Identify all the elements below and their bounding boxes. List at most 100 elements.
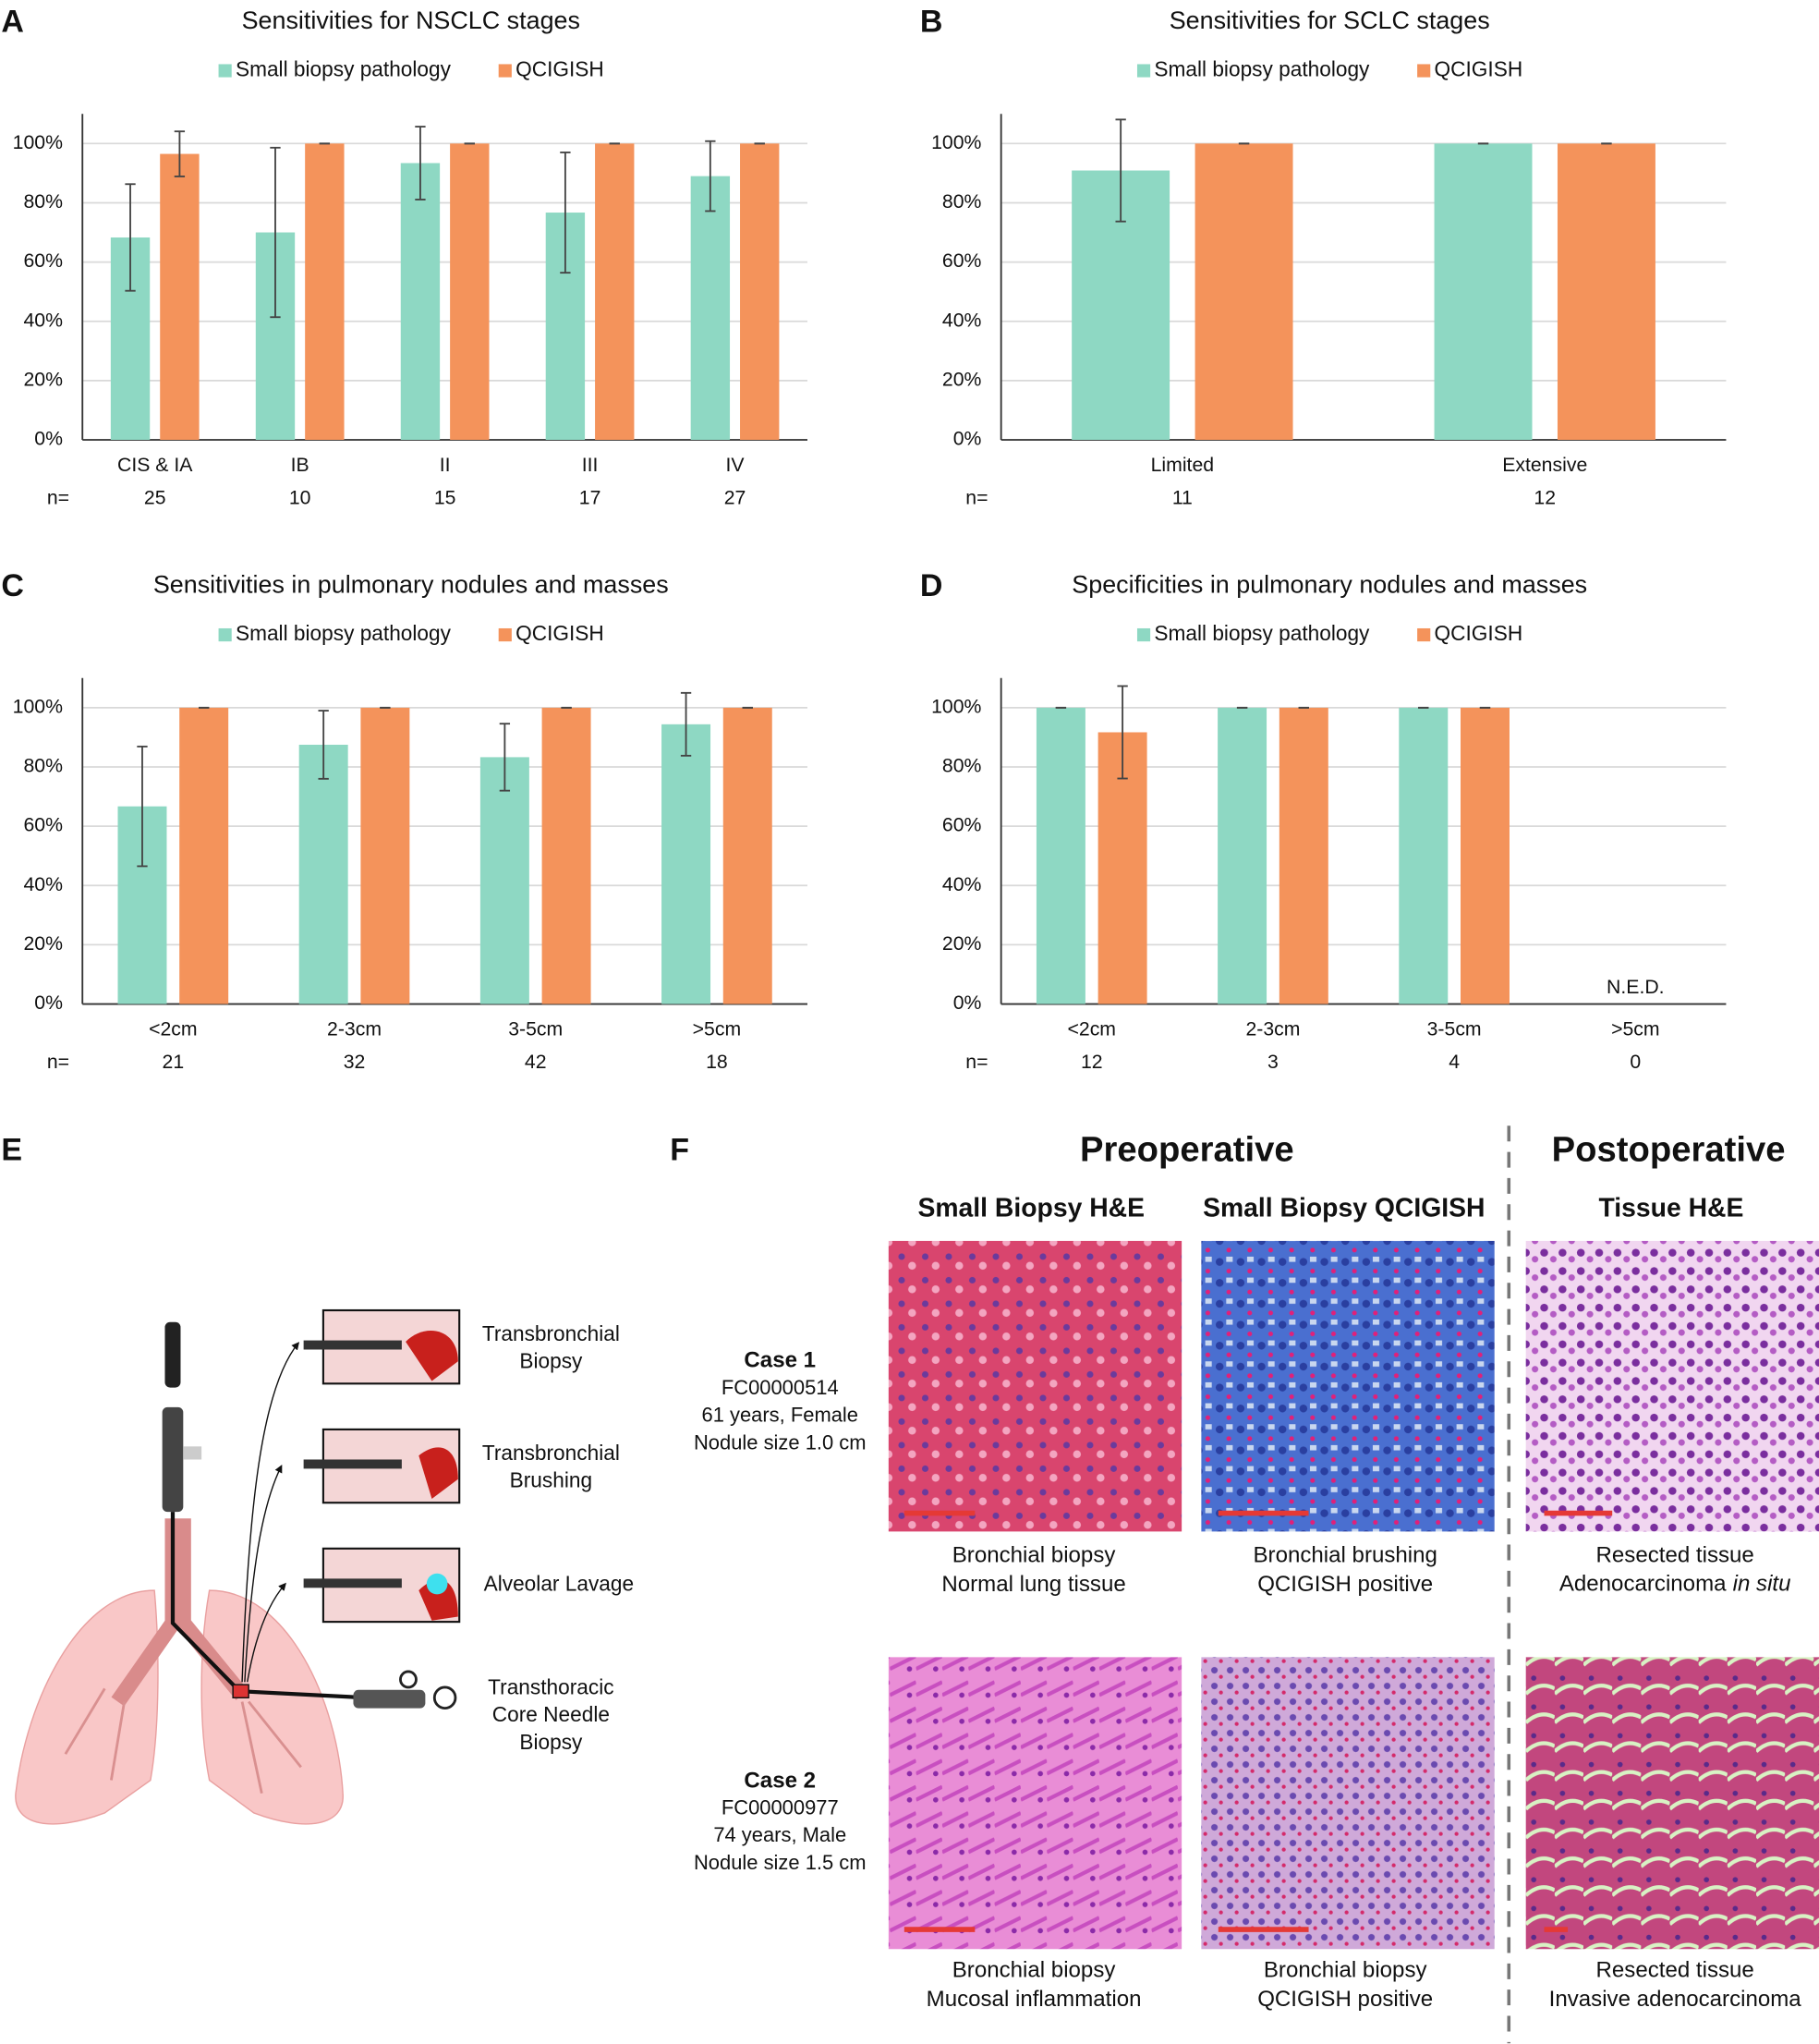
x-tick-label: III bbox=[582, 454, 599, 476]
bar bbox=[690, 176, 731, 440]
y-tick-label: 80% bbox=[23, 190, 63, 213]
bar bbox=[1218, 707, 1267, 1004]
y-tick-label: 40% bbox=[23, 873, 63, 895]
method-label: Brushing bbox=[510, 1468, 592, 1492]
needle-device bbox=[353, 1689, 426, 1709]
caption-text: Adenocarcinoma bbox=[1559, 1572, 1727, 1597]
bar bbox=[360, 707, 410, 1004]
n-value: 25 bbox=[144, 486, 166, 508]
y-tick-label: 20% bbox=[942, 368, 982, 390]
legend-label: Small biopsy pathology bbox=[236, 57, 452, 81]
bar bbox=[541, 707, 591, 1004]
case-detail: FC00000514 bbox=[722, 1376, 839, 1399]
column-header: Small Biopsy H&E bbox=[917, 1193, 1145, 1223]
y-tick-label: 20% bbox=[23, 932, 63, 955]
tool bbox=[303, 1578, 402, 1588]
n-value: 32 bbox=[344, 1051, 366, 1073]
y-tick-label: 60% bbox=[23, 249, 63, 272]
right-lung bbox=[200, 1589, 344, 1825]
left-lung bbox=[15, 1589, 159, 1825]
image-caption: Invasive adenocarcinoma bbox=[1549, 1987, 1802, 2012]
nodule bbox=[232, 1684, 249, 1699]
image-caption: Resected tissue bbox=[1596, 1958, 1754, 1983]
legend-swatch bbox=[218, 627, 232, 642]
method-boxes bbox=[303, 1308, 461, 1624]
legend-swatch bbox=[218, 64, 232, 78]
legend-label: QCIGISH bbox=[1435, 57, 1523, 81]
bronchoscope-port bbox=[183, 1446, 202, 1460]
image-caption: Bronchial biopsy bbox=[952, 1543, 1116, 1568]
y-tick-label: 40% bbox=[942, 873, 982, 895]
method-label: Transthoracic bbox=[488, 1674, 613, 1698]
scale-bars bbox=[903, 1510, 1613, 1932]
bar bbox=[450, 143, 490, 440]
section-title: Preoperative bbox=[1080, 1130, 1294, 1170]
legend-label: Small biopsy pathology bbox=[236, 621, 452, 645]
y-tick-label: 0% bbox=[953, 428, 982, 450]
x-tick-label: >5cm bbox=[693, 1017, 742, 1040]
legend-swatch bbox=[1136, 627, 1151, 642]
y-tick-label: 100% bbox=[13, 695, 63, 717]
y-tick-label: 100% bbox=[13, 131, 63, 153]
bar bbox=[661, 724, 711, 1004]
error-bar bbox=[125, 183, 136, 292]
bar bbox=[1434, 143, 1533, 440]
image-caption: Mucosal inflammation bbox=[927, 1987, 1142, 2012]
n-label: n= bbox=[965, 486, 988, 508]
bar bbox=[1461, 707, 1510, 1004]
bronchoscope-body bbox=[162, 1406, 184, 1513]
bar bbox=[740, 143, 780, 440]
legend-label: QCIGISH bbox=[515, 621, 604, 645]
image-caption: Bronchial biopsy bbox=[952, 1958, 1116, 1983]
panel-label: A bbox=[1, 5, 24, 40]
x-tick-label: 2-3cm bbox=[327, 1017, 382, 1040]
n-value: 12 bbox=[1534, 486, 1556, 508]
y-tick-label: 0% bbox=[34, 428, 63, 450]
case-detail: Nodule size 1.5 cm bbox=[694, 1851, 867, 1874]
y-tick-label: 0% bbox=[34, 992, 63, 1014]
micrograph bbox=[888, 1657, 1182, 1950]
image-caption: Normal lung tissue bbox=[941, 1572, 1125, 1597]
x-tick-label: 3-5cm bbox=[508, 1017, 563, 1040]
y-tick-label: 100% bbox=[931, 695, 981, 717]
needle-grip bbox=[432, 1685, 457, 1710]
tool bbox=[303, 1340, 402, 1350]
bar bbox=[1279, 707, 1328, 1004]
bar bbox=[595, 143, 635, 440]
lavage-fluid bbox=[426, 1573, 448, 1595]
error-bar bbox=[174, 130, 186, 177]
micrograph bbox=[1525, 1240, 1819, 1532]
section-title: Postoperative bbox=[1552, 1130, 1786, 1170]
x-tick-label: <2cm bbox=[149, 1017, 198, 1040]
image-caption: Bronchial biopsy bbox=[1264, 1958, 1427, 1983]
bar bbox=[1036, 707, 1085, 1004]
y-tick-label: 40% bbox=[942, 309, 982, 331]
panel-label: D bbox=[920, 568, 943, 603]
n-value: 12 bbox=[1081, 1051, 1103, 1073]
arrow bbox=[247, 1582, 286, 1683]
bar bbox=[479, 757, 529, 1004]
image-caption: Bronchial brushing bbox=[1253, 1543, 1437, 1568]
bar bbox=[1194, 143, 1293, 440]
needle-grip bbox=[399, 1670, 418, 1689]
n-value: 15 bbox=[434, 486, 456, 508]
n-value: 4 bbox=[1449, 1051, 1460, 1073]
image-caption: Resected tissue bbox=[1596, 1543, 1754, 1568]
chart-title: Sensitivities in pulmonary nodules and m… bbox=[153, 571, 669, 599]
tool bbox=[303, 1459, 402, 1469]
error-bar bbox=[137, 745, 148, 868]
n-value: 0 bbox=[1630, 1051, 1641, 1073]
bronchoscope-handle bbox=[164, 1321, 181, 1388]
n-value: 3 bbox=[1267, 1051, 1279, 1073]
error-bar bbox=[1117, 685, 1128, 780]
x-tick-label: IV bbox=[725, 454, 745, 476]
panel-label: B bbox=[920, 5, 943, 40]
case-title: Case 1 bbox=[744, 1348, 816, 1373]
method-label: Biopsy bbox=[519, 1349, 583, 1373]
method-label: Core Needle bbox=[492, 1702, 610, 1726]
y-tick-label: 60% bbox=[23, 814, 63, 836]
bar bbox=[160, 153, 200, 440]
legend-swatch bbox=[1417, 627, 1431, 642]
x-tick-label: Limited bbox=[1151, 454, 1214, 476]
case-detail: 61 years, Female bbox=[702, 1404, 858, 1427]
